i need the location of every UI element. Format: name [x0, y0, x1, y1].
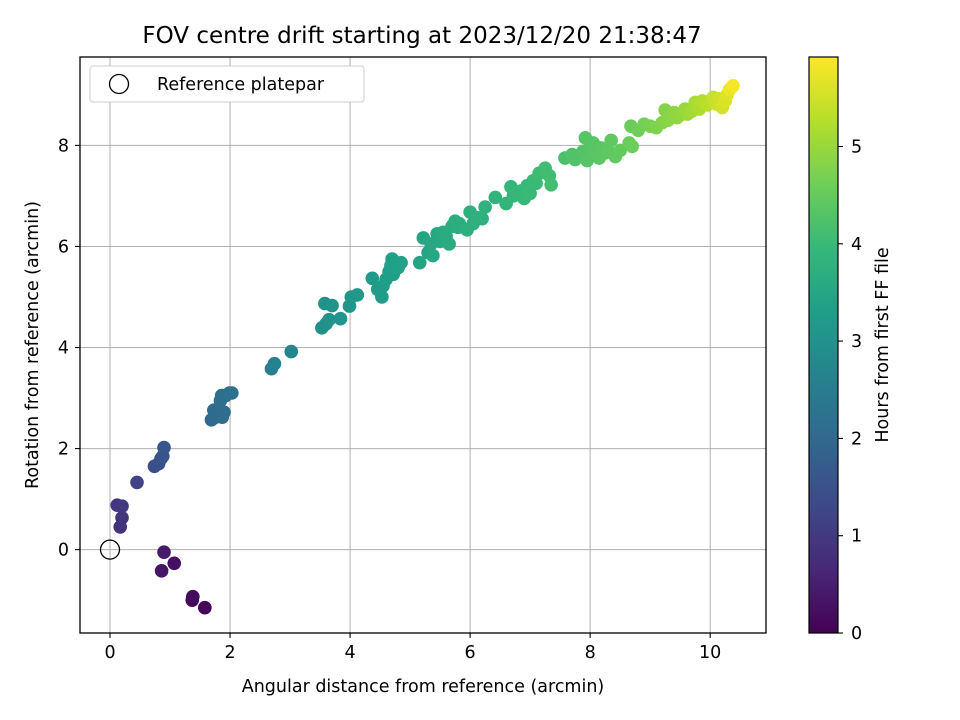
data-point: [267, 356, 282, 371]
y-tick-label: 2: [58, 440, 69, 460]
legend-box: [89, 65, 365, 103]
data-point: [325, 298, 339, 313]
y-tick-label: 8: [58, 136, 69, 156]
data-point: [350, 288, 365, 302]
data-point: [412, 255, 427, 270]
y-tick-label: 0: [58, 541, 69, 561]
x-axis-label: Angular distance from reference (arcmin): [242, 677, 605, 697]
data-point: [475, 211, 489, 226]
data-point: [217, 405, 231, 420]
data-point: [198, 600, 212, 615]
data-point: [115, 511, 129, 525]
data-point: [478, 200, 492, 214]
x-tick-label: 8: [585, 643, 596, 663]
colorbar-tick-label: 5: [851, 138, 862, 158]
data-point: [225, 386, 239, 400]
grid-lines: [80, 57, 766, 633]
data-point: [544, 178, 558, 192]
data-point: [394, 255, 408, 270]
legend-marker: [108, 73, 130, 95]
y-axis-ticks: 0 2 4 6 8: [58, 136, 80, 561]
data-point: [523, 186, 537, 201]
x-axis-ticks: 0 2 4 6 8 10: [104, 633, 721, 663]
x-tick-label: 10: [699, 643, 721, 663]
data-point: [157, 440, 171, 455]
y-axis-label: Rotation from reference (arcmin): [23, 201, 43, 489]
data-point: [284, 344, 299, 359]
data-point: [604, 133, 618, 148]
data-point: [442, 237, 456, 251]
plot-area: 0 2 4 6 8 10 0 2 4 6 8: [58, 56, 767, 663]
colorbar-frame: [808, 56, 839, 634]
reference-point: [99, 539, 121, 560]
data-point: [130, 475, 144, 490]
colorbar-label: Hours from first FF file: [873, 247, 893, 442]
colorbar-tick-label: 1: [851, 527, 862, 547]
x-tick-label: 4: [345, 643, 356, 663]
data-point: [333, 311, 348, 326]
chart-title: FOV centre drift starting at 2023/12/20 …: [142, 23, 701, 49]
legend: Reference platepar: [89, 65, 365, 103]
data-point: [625, 139, 639, 154]
data-point: [154, 564, 169, 578]
plot-frame: [79, 56, 767, 634]
y-tick-label: 6: [58, 237, 69, 257]
colorbar-ticks: 0 1 2 3 4 5: [838, 138, 862, 644]
legend-label: Reference platepar: [157, 75, 325, 95]
data-points: [110, 79, 740, 615]
x-tick-label: 6: [465, 643, 476, 663]
data-point: [426, 248, 440, 263]
data-point: [186, 589, 200, 604]
plot-background: [80, 57, 766, 633]
data-point: [488, 190, 503, 205]
data-point: [157, 545, 171, 559]
data-point: [365, 271, 380, 286]
y-tick-label: 4: [58, 339, 69, 359]
x-tick-label: 2: [224, 643, 235, 663]
colorbar: 0 1 2 3 4 5 Hours from first FF file: [808, 56, 893, 644]
data-point: [726, 79, 740, 93]
colorbar-tick-label: 0: [851, 624, 862, 644]
data-point: [580, 153, 594, 168]
data-point: [322, 312, 336, 327]
colorbar-gradient: [809, 57, 838, 633]
colorbar-tick-label: 3: [851, 332, 862, 352]
colorbar-tick-label: 4: [851, 235, 862, 255]
data-point: [167, 556, 182, 571]
data-point: [375, 290, 389, 304]
x-tick-label: 0: [104, 643, 115, 663]
colorbar-tick-label: 2: [851, 429, 862, 449]
data-point: [613, 143, 627, 158]
data-point: [115, 499, 129, 513]
